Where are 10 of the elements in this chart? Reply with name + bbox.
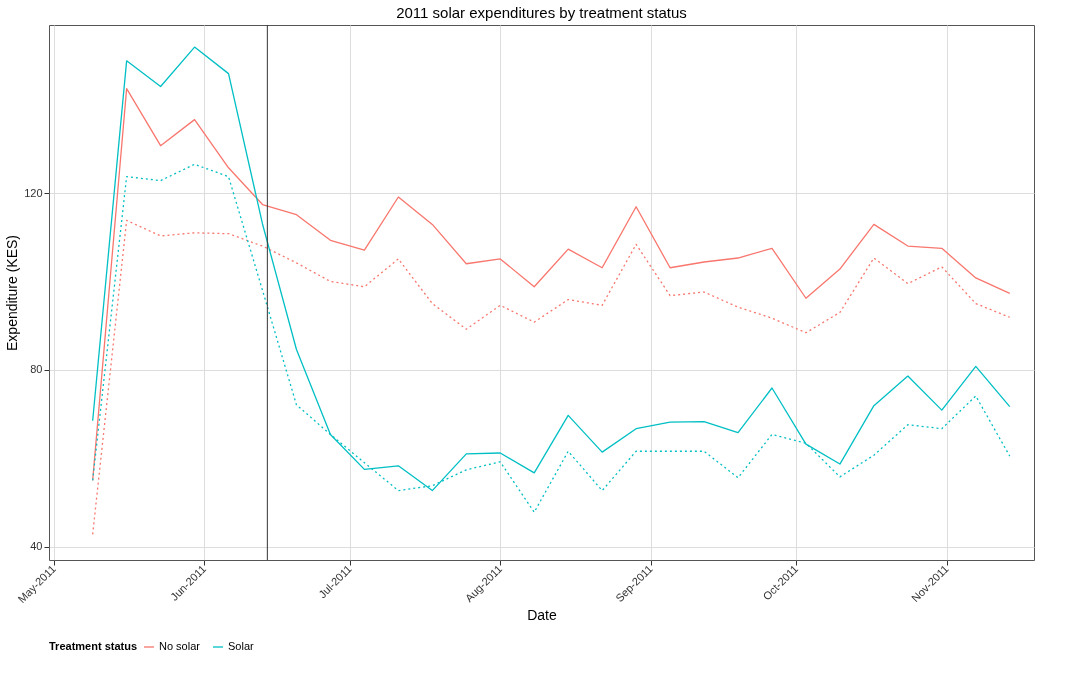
y-tick-label: 40 [30,540,43,553]
legend-title: Treatment status [49,640,138,652]
legend-label: Solar [228,640,255,652]
y-tick-label: 120 [24,186,43,199]
y-axis-title: Expenditure (KES) [4,235,21,351]
legend-label: No solar [159,640,201,652]
x-axis-title: Date [527,607,557,624]
chart-title: 2011 solar expenditures by treatment status [396,3,687,21]
y-tick-label: 80 [30,363,43,376]
line-series [92,219,1011,536]
